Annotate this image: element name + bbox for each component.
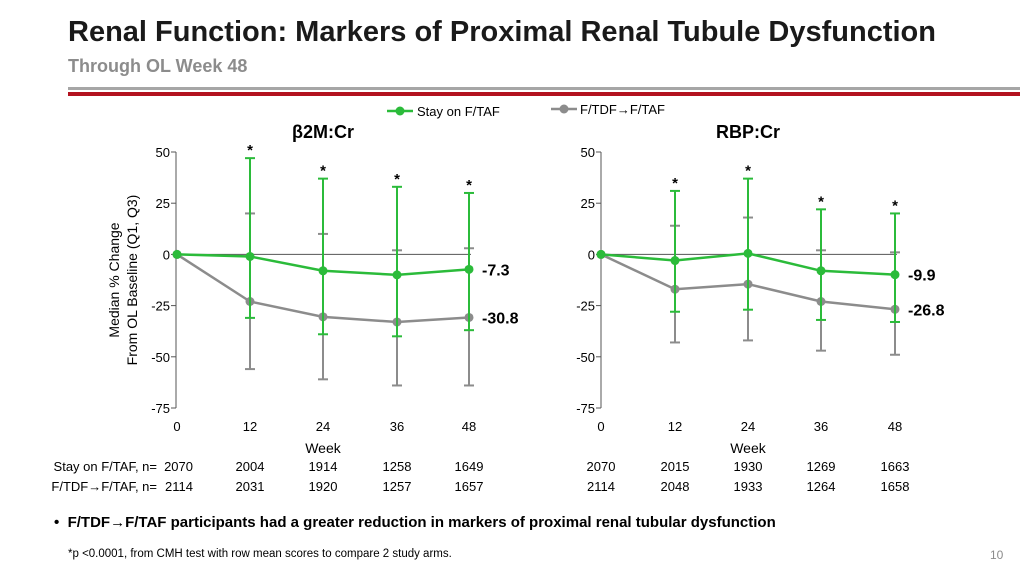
panel2-x-tick-label: 36 <box>814 419 828 434</box>
panel2-significance-star: * <box>818 193 824 210</box>
panel2-n-switch: 2048 <box>661 479 690 494</box>
panel1-y-tick-label: 25 <box>156 196 170 211</box>
summary-bullet: • F/TDF→F/TAF participants had a greater… <box>54 514 776 531</box>
header-rule-red <box>68 92 1020 96</box>
panel2-x-tick-label: 0 <box>597 419 604 434</box>
panel2-n-stay: 1269 <box>807 459 836 474</box>
panel1-n-switch: 2031 <box>236 479 265 494</box>
panel2-stay-point <box>743 248 753 258</box>
panel2-stay-point <box>816 266 826 276</box>
panel1-y-tick-label: 0 <box>163 247 170 262</box>
panel1-x-tick-label: 12 <box>243 419 257 434</box>
n-row-label-switch: F/TDF→F/TAF, n= <box>51 479 157 494</box>
panel1-significance-star: * <box>247 142 253 159</box>
n-row-label-stay: Stay on F/TAF, n= <box>54 459 157 474</box>
panel1-n-switch: 2114 <box>165 479 193 494</box>
panel2-significance-star: * <box>672 175 678 192</box>
panel2-n-stay: 1663 <box>881 459 910 474</box>
panel2-y-tick-label: 50 <box>581 145 595 160</box>
panel2-switch-end-label: -26.8 <box>908 302 945 319</box>
panel1-n-switch: 1920 <box>309 479 338 494</box>
footnote: *p <0.0001, from CMH test with row mean … <box>68 548 452 560</box>
panel1-y-tick-label: 50 <box>156 145 170 160</box>
panel2-y-tick-label: -75 <box>576 401 595 416</box>
panel2-stay-point <box>596 249 606 259</box>
panel1-stay-point <box>172 249 182 259</box>
panel1-significance-star: * <box>394 171 400 188</box>
legend-label-stay: Stay on F/TAF <box>417 104 500 119</box>
y-axis-title-line2: From OL Baseline (Q1, Q3) <box>124 195 140 366</box>
panel2-n-switch: 1264 <box>807 479 836 494</box>
y-axis-title-line1: Median % Change <box>106 222 122 337</box>
panel2-n-switch: 1658 <box>881 479 910 494</box>
panel1-y-tick-label: -75 <box>151 401 170 416</box>
summary-bullet-text: F/TDF→F/TAF participants had a greater r… <box>67 514 776 531</box>
panel2-n-switch: 2114 <box>587 479 615 494</box>
panel2-n-stay: 2070 <box>587 459 616 474</box>
panel2-stay-end-label: -9.9 <box>908 268 936 285</box>
panel1-n-stay: 2004 <box>236 459 265 474</box>
panel2-n-stay: 1930 <box>734 459 763 474</box>
panel1-title: β2M:Cr <box>292 122 354 142</box>
panel1-stay-end-label: -7.3 <box>482 262 510 279</box>
panel1-n-switch: 1657 <box>455 479 484 494</box>
header-rule-gray <box>68 87 1020 90</box>
panel1-n-stay: 2070 <box>164 459 193 474</box>
panel1-x-tick-label: 48 <box>462 419 476 434</box>
panel2-stay-point <box>890 270 900 280</box>
panel1-significance-star: * <box>466 177 472 194</box>
panel1-n-stay: 1914 <box>309 459 338 474</box>
panel1-y-tick-label: -25 <box>151 299 170 314</box>
panel1-x-tick-label: 24 <box>316 419 330 434</box>
panel2-x-tick-label: 12 <box>668 419 682 434</box>
panel2-x-axis-title: Week <box>730 440 767 456</box>
page-title: Renal Function: Markers of Proximal Rena… <box>68 16 936 48</box>
panel2-n-stay: 2015 <box>661 459 690 474</box>
panel1-stay-point <box>245 251 255 261</box>
panel1-x-tick-label: 0 <box>173 419 180 434</box>
panel1-stay-point <box>392 270 402 280</box>
panel2-x-tick-label: 48 <box>888 419 902 434</box>
panel2-y-tick-label: -50 <box>576 350 595 365</box>
panel2-y-tick-label: 0 <box>588 247 595 262</box>
panel1-stay-point <box>464 264 474 274</box>
legend-marker-switch <box>559 104 569 114</box>
legend-label-switch: F/TDF→F/TAF <box>580 102 665 117</box>
panel1-n-switch: 1257 <box>383 479 412 494</box>
panel2-y-tick-label: -25 <box>576 299 595 314</box>
panel1-n-stay: 1649 <box>455 459 484 474</box>
panel2-significance-star: * <box>745 163 751 180</box>
panel2-x-tick-label: 24 <box>741 419 755 434</box>
panel2-y-tick-label: 25 <box>581 196 595 211</box>
panel1-x-axis-title: Week <box>305 440 342 456</box>
page-number: 10 <box>990 548 1004 562</box>
panel1-stay-point <box>318 266 328 276</box>
page-subtitle: Through OL Week 48 <box>68 56 248 76</box>
panel2-title: RBP:Cr <box>716 122 780 142</box>
panel1-y-tick-label: -50 <box>151 350 170 365</box>
panel1-x-tick-label: 36 <box>390 419 404 434</box>
panel2-significance-star: * <box>892 197 898 214</box>
panel1-n-stay: 1258 <box>383 459 412 474</box>
legend-marker-stay <box>395 106 405 116</box>
panel2-n-switch: 1933 <box>734 479 763 494</box>
panel1-switch-end-label: -30.8 <box>482 310 519 327</box>
panel1-significance-star: * <box>320 163 326 180</box>
panel2-stay-point <box>670 256 680 266</box>
